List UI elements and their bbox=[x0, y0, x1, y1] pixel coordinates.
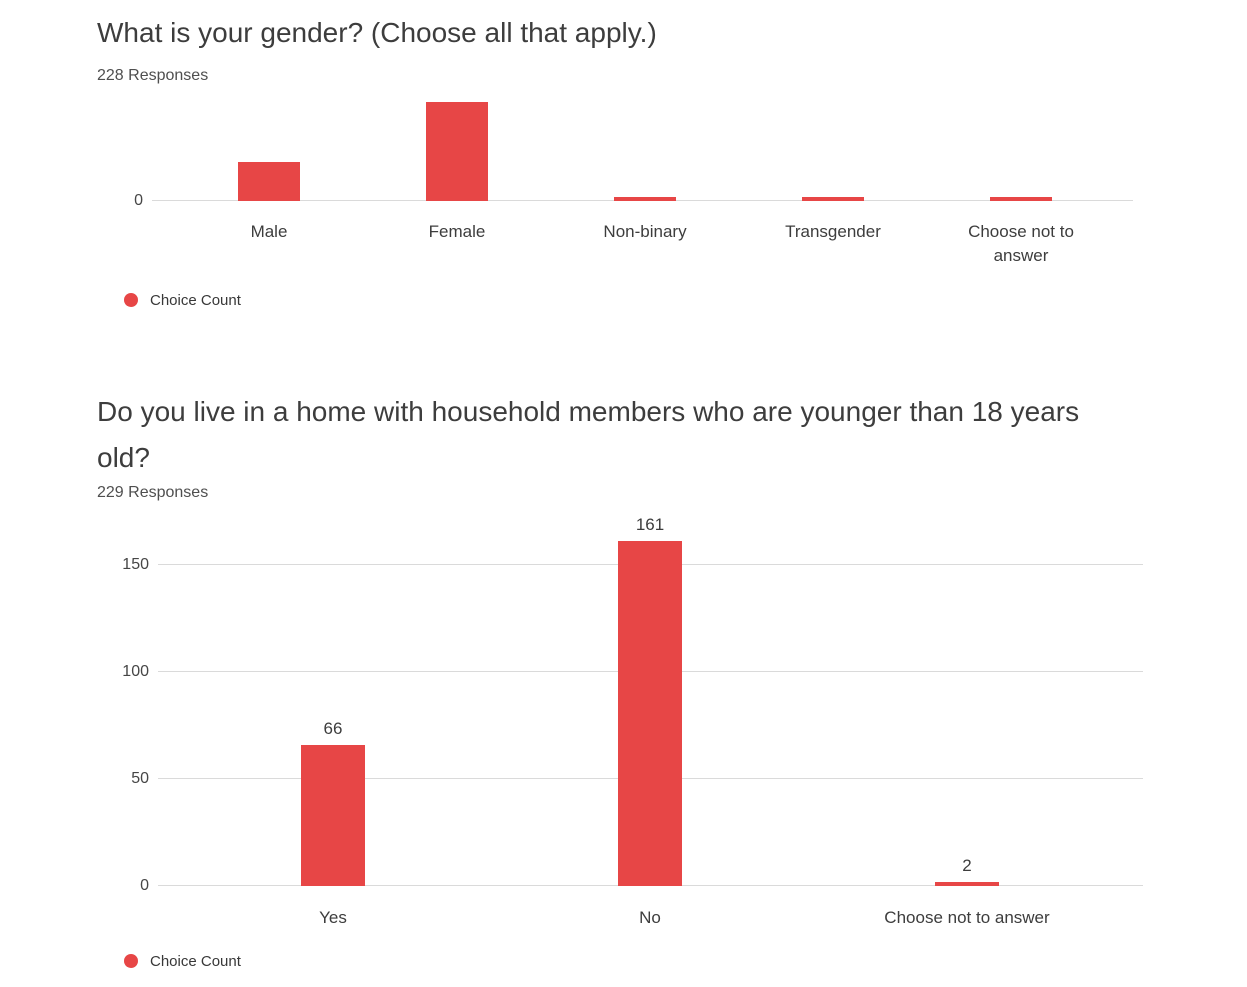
category-label-male: Male bbox=[250, 222, 288, 241]
bar-no[interactable] bbox=[618, 541, 682, 886]
bar-male[interactable] bbox=[238, 162, 300, 201]
category-label-no: No bbox=[639, 908, 661, 927]
legend-dot-icon bbox=[124, 954, 138, 968]
bar-choose-not-to-answer[interactable] bbox=[990, 197, 1052, 201]
category-label-transgender: Transgender bbox=[785, 222, 881, 241]
bar-choose-not-to-answer[interactable] bbox=[935, 881, 999, 886]
bar-female[interactable] bbox=[426, 102, 488, 201]
x-axis-category-labels: Male Female Non-binary Transgender Choose no… bbox=[0, 201, 1247, 265]
household-bar-chart: 0 50 100 150 66 161 2 bbox=[0, 515, 1247, 894]
y-axis-tick-label: 150 bbox=[122, 555, 149, 573]
category-label-choose-not-to-answer: Choose not to answer bbox=[884, 908, 1050, 927]
bar-value-label: 161 bbox=[635, 515, 665, 535]
question-title: What is your gender? (Choose all that ap… bbox=[97, 17, 657, 48]
gender-question-section: What is your gender? (Choose all that ap… bbox=[0, 0, 1247, 309]
bar-value-label: 66 bbox=[323, 718, 343, 738]
legend-dot-icon bbox=[124, 293, 138, 307]
category-label-non-binary: Non-binary bbox=[603, 222, 687, 241]
category-label-female: Female bbox=[428, 222, 486, 241]
y-axis-tick-label: 50 bbox=[131, 769, 149, 787]
bar-value-label: 2 bbox=[962, 855, 972, 875]
category-label-yes: Yes bbox=[319, 908, 347, 927]
legend-label: Choice Count bbox=[150, 291, 241, 309]
response-count: 228 Responses bbox=[97, 67, 209, 84]
chart-legend: Choice Count bbox=[124, 952, 1247, 970]
x-axis-category-labels: Yes No Choose not to answer bbox=[0, 886, 1247, 927]
category-label-choose-not-to-answer: Choose not to answer bbox=[968, 222, 1074, 265]
y-axis-tick-label: 100 bbox=[122, 662, 149, 680]
bar-yes[interactable] bbox=[301, 744, 365, 886]
bar-transgender[interactable] bbox=[802, 197, 864, 201]
y-axis-tick-label: 0 bbox=[134, 192, 143, 209]
gender-bar-chart: 0 bbox=[0, 101, 1247, 209]
y-axis-tick-label: 0 bbox=[140, 877, 149, 894]
response-count: 229 Responses bbox=[97, 484, 209, 501]
chart-legend: Choice Count bbox=[124, 291, 1247, 309]
household-question-section: Do you live in a home with household mem… bbox=[0, 389, 1247, 970]
question-title: Do you live in a home with household mem… bbox=[97, 396, 1080, 473]
bar-non-binary[interactable] bbox=[614, 197, 676, 201]
legend-label: Choice Count bbox=[150, 952, 241, 970]
